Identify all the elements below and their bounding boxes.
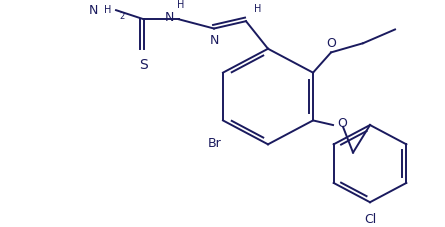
Text: Cl: Cl [364, 213, 376, 226]
Text: N: N [89, 4, 98, 17]
Text: N: N [209, 34, 218, 47]
Text: H: H [104, 5, 111, 15]
Text: 2: 2 [119, 12, 124, 21]
Text: O: O [326, 37, 336, 50]
Text: N: N [165, 11, 174, 24]
Text: H: H [177, 0, 185, 10]
Text: Br: Br [208, 137, 222, 150]
Text: H: H [254, 4, 261, 14]
Text: O: O [337, 117, 347, 130]
Text: S: S [140, 58, 148, 72]
